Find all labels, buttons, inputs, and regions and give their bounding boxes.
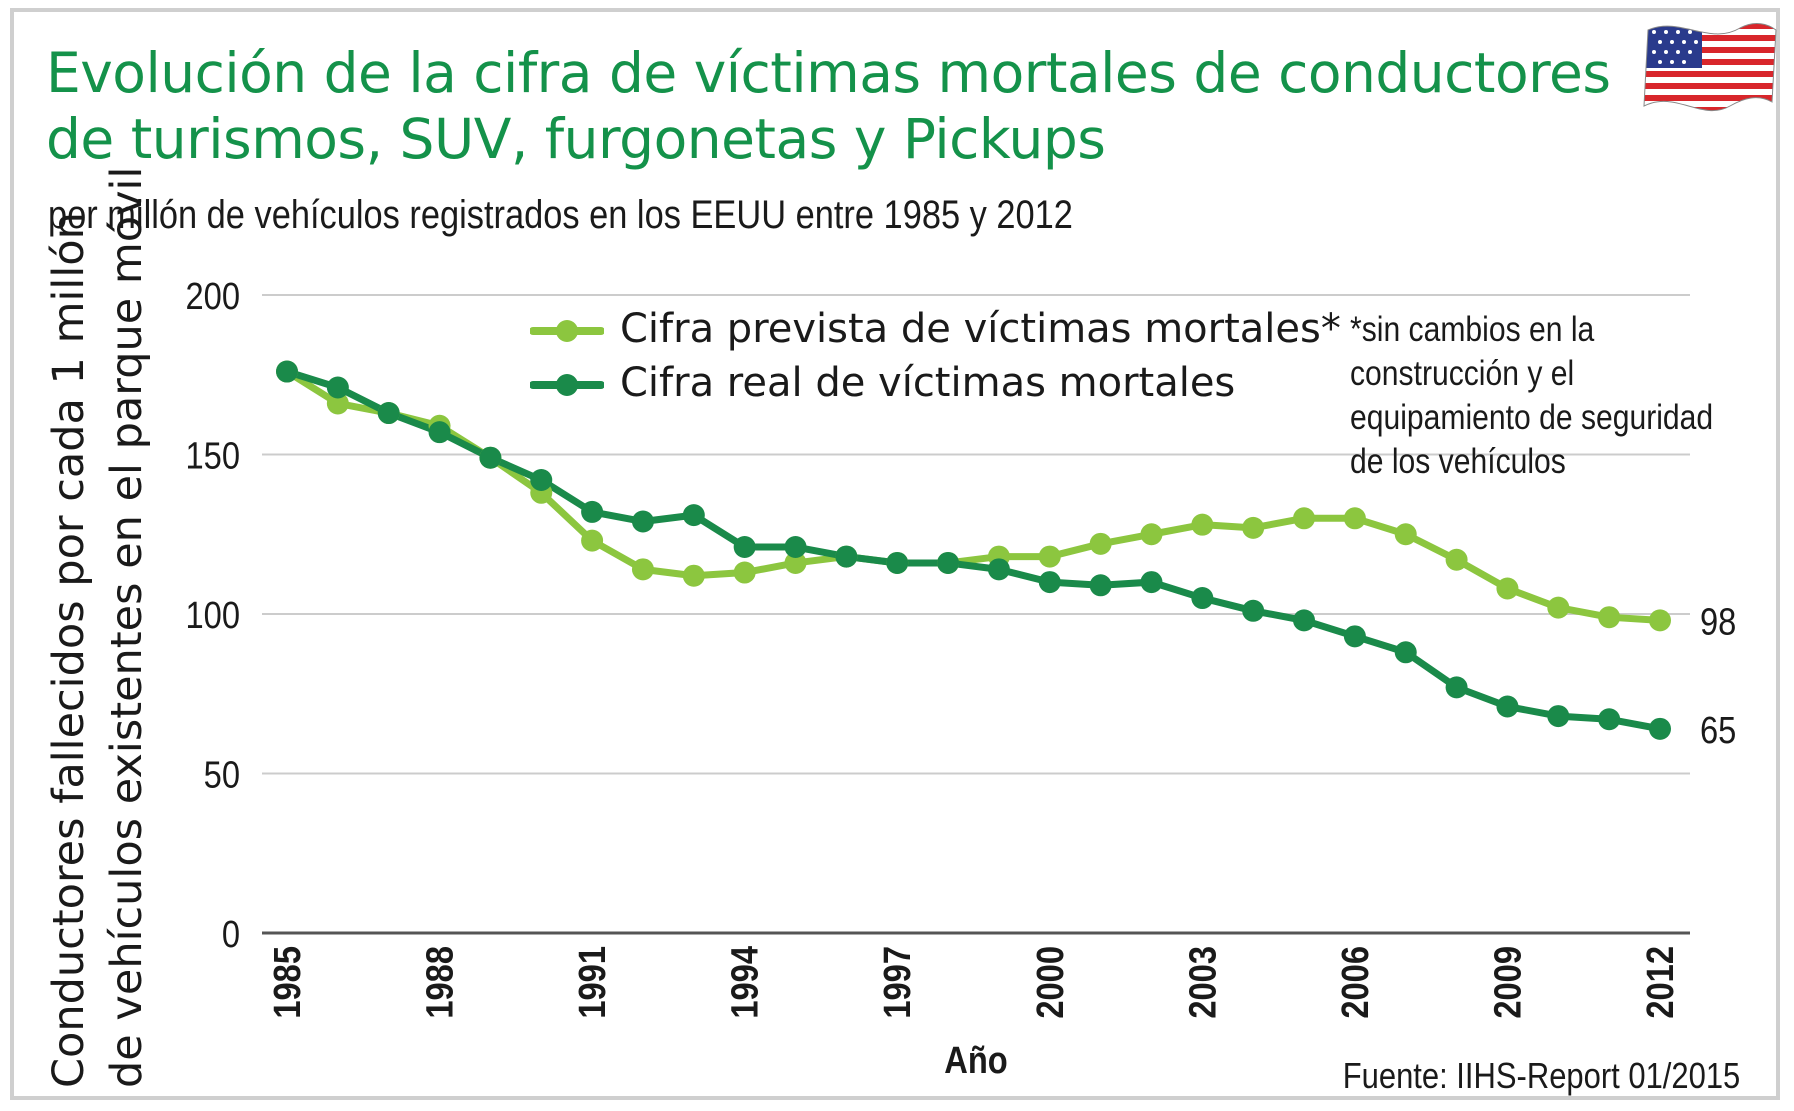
data-point-predicted — [1394, 523, 1417, 546]
series-line-predicted — [283, 368, 1664, 624]
x-tick-label: 1991 — [571, 946, 614, 1019]
data-point-predicted — [581, 529, 604, 552]
data-point-actual — [1394, 641, 1417, 664]
end-label-predicted: 98 — [1700, 600, 1736, 643]
x-axis-label: Año — [944, 1039, 1007, 1082]
data-point-predicted — [631, 558, 654, 581]
title-line-1: Evolución de la cifra de víctimas mortal… — [46, 41, 1611, 105]
y-tick-label: 150 — [185, 434, 240, 477]
data-point-actual — [1496, 695, 1519, 718]
data-point-predicted — [1445, 548, 1468, 571]
data-point-actual — [1191, 587, 1214, 610]
data-point-actual — [276, 360, 298, 383]
legend-item-actual: Cifra real de víctimas mortales — [530, 356, 1370, 410]
data-point-predicted — [784, 551, 807, 574]
data-point-predicted — [682, 564, 705, 587]
data-point-predicted — [326, 392, 349, 415]
chart-title: Evolución de la cifra de víctimas mortal… — [46, 40, 1611, 172]
legend-swatch-actual — [530, 374, 604, 396]
data-point-predicted — [1089, 532, 1112, 555]
y-tick-label: 200 — [185, 275, 240, 318]
data-point-predicted — [1038, 545, 1061, 568]
data-point-actual — [1547, 705, 1570, 728]
data-point-actual — [987, 558, 1010, 581]
legend-item-predicted: Cifra prevista de víctimas mortales* — [530, 302, 1370, 356]
series — [276, 360, 1671, 740]
x-tick-label: 1985 — [266, 946, 309, 1019]
x-tick-label: 1997 — [876, 946, 919, 1019]
title-line-2: de turismos, SUV, furgonetas y Pickups — [46, 107, 1106, 171]
data-point-actual — [937, 551, 960, 574]
legend-swatch-predicted — [530, 320, 604, 342]
grid-lines — [262, 294, 1690, 775]
y-tick-label: 50 — [204, 753, 240, 796]
data-point-predicted — [1649, 609, 1671, 632]
legend-label-predicted: Cifra prevista de víctimas mortales* — [620, 306, 1341, 352]
data-point-predicted — [1496, 577, 1519, 600]
data-point-predicted — [1191, 513, 1214, 536]
data-point-predicted — [1242, 516, 1265, 539]
data-point-predicted — [1598, 606, 1621, 629]
x-tick-label: 2000 — [1028, 946, 1071, 1019]
footnote: *sin cambios en la construcción y el equ… — [1350, 310, 1714, 481]
data-point-actual — [479, 446, 502, 469]
x-tick-label: 1988 — [418, 946, 461, 1019]
y-tick-label: 0 — [222, 913, 240, 956]
data-point-actual — [784, 536, 807, 559]
x-tick-label: 2009 — [1486, 946, 1529, 1019]
y-tick-label: 100 — [185, 594, 240, 637]
data-point-actual — [835, 545, 858, 568]
data-point-actual — [682, 504, 705, 527]
data-point-actual — [1038, 571, 1061, 594]
data-point-actual — [1649, 717, 1671, 740]
data-point-actual — [581, 500, 604, 523]
data-point-predicted — [733, 561, 756, 584]
data-point-actual — [631, 510, 654, 533]
legend-label-actual: Cifra real de víctimas mortales — [620, 360, 1236, 406]
x-tick-label: 2003 — [1181, 946, 1224, 1019]
data-point-predicted — [1140, 523, 1163, 546]
chart-subtitle: por millón de vehículos registrados en l… — [48, 193, 1073, 237]
data-point-actual — [1140, 571, 1163, 594]
data-point-predicted — [1547, 596, 1570, 619]
x-tick-label: 2006 — [1334, 946, 1377, 1019]
data-point-actual — [886, 551, 909, 574]
data-point-predicted — [1293, 507, 1316, 530]
data-point-actual — [1293, 609, 1316, 632]
data-point-actual — [326, 376, 349, 399]
series-line-actual — [283, 368, 1664, 733]
data-point-actual — [1445, 676, 1468, 699]
data-point-actual — [1242, 599, 1265, 622]
us-flag-icon — [1643, 23, 1777, 112]
data-point-actual — [377, 402, 400, 425]
x-tick-label: 1994 — [723, 946, 766, 1019]
tick-labels: 0 50 100 150 200 1985 1988 1991 1994 1997 2000 2003… — [185, 275, 1736, 1082]
end-label-actual: 65 — [1700, 709, 1736, 752]
data-point-actual — [1089, 574, 1112, 597]
data-point-predicted — [1343, 507, 1366, 530]
data-point-actual — [1343, 625, 1366, 648]
x-tick-label: 2012 — [1639, 946, 1682, 1019]
data-point-actual — [1598, 708, 1621, 731]
data-point-actual — [733, 536, 756, 559]
data-point-actual — [530, 469, 553, 492]
data-point-actual — [428, 421, 451, 444]
source-note: Fuente: IIHS-Report 01/2015 — [1342, 1055, 1740, 1096]
